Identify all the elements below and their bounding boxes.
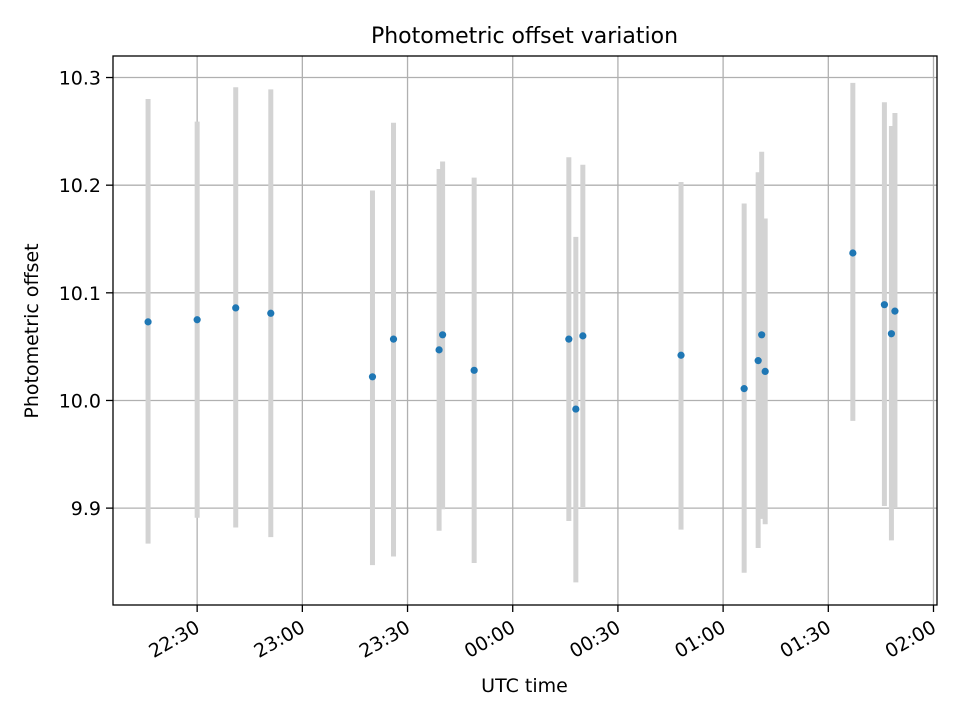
data-point: [368, 373, 377, 381]
y-axis-title: Photometric offset: [21, 243, 43, 418]
plot-frame: [112, 55, 938, 606]
data-point: [144, 318, 152, 326]
data-point: [677, 351, 685, 359]
y-axis-ticks: 9.9 10.0 10.1 10.2 10.3: [59, 68, 113, 520]
data-point: [565, 335, 573, 343]
chart-title: Photometric offset variation: [371, 24, 678, 49]
data-point: [891, 307, 899, 315]
data-point: [439, 331, 447, 339]
y-tick-label: 9.9: [71, 498, 101, 520]
data-point: [754, 357, 762, 365]
y-tick-label: 10.0: [59, 390, 101, 412]
data-point: [389, 335, 398, 343]
y-tick-label: 10.1: [59, 283, 101, 305]
data-point: [758, 331, 766, 339]
data-point: [232, 304, 240, 312]
data-point: [193, 316, 201, 324]
data-point: [880, 301, 889, 309]
data-point: [267, 309, 275, 317]
data-point: [435, 346, 443, 354]
data-point: [579, 332, 587, 340]
grid: [113, 56, 937, 605]
data-point: [740, 385, 748, 393]
x-axis-title: UTC time: [481, 675, 568, 697]
data-point: [887, 330, 896, 338]
data-point: [572, 405, 580, 413]
data-point: [849, 249, 857, 257]
y-tick-label: 10.3: [59, 68, 101, 90]
data-points: [144, 249, 899, 413]
y-tick-label: 10.2: [59, 175, 101, 197]
data-point: [761, 367, 769, 376]
data-point: [470, 366, 478, 374]
